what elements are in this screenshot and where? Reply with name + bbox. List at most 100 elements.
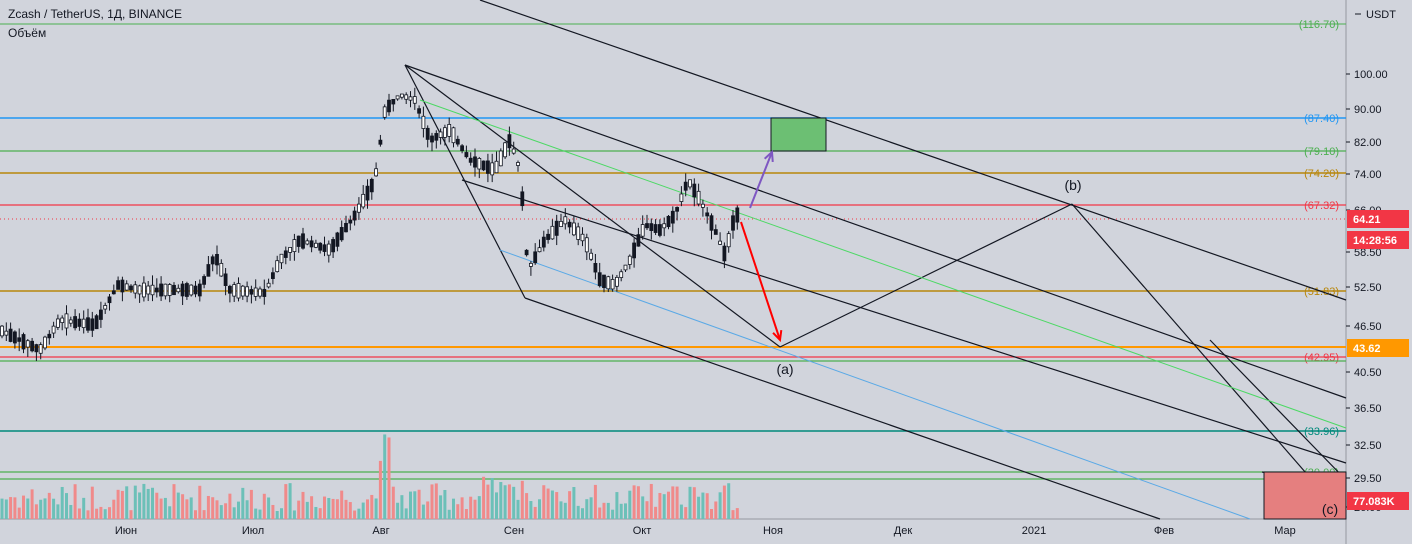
volume-bar (224, 503, 228, 519)
time-tick-label: Дек (894, 525, 913, 537)
volume-bar (292, 510, 296, 519)
volume-bar (581, 508, 584, 519)
volume-bar (585, 499, 589, 519)
price-tick-label: 40.50 (1354, 367, 1382, 379)
candle-body (288, 246, 293, 253)
level-label: (79.10) (1304, 146, 1339, 158)
candle-body (619, 271, 624, 278)
candle-body (662, 223, 667, 229)
volume-bar (426, 501, 430, 519)
volume-bar (280, 508, 283, 519)
candle-body (537, 247, 542, 253)
candle-body (150, 284, 155, 296)
volume-bar (658, 492, 662, 519)
candle-body (490, 162, 495, 176)
candle-body (636, 234, 641, 247)
candle-body (47, 333, 52, 339)
candle-body (331, 239, 336, 253)
volume-bar (77, 508, 81, 519)
candle-body (688, 179, 692, 188)
volume-bar (692, 487, 696, 519)
candle-body (219, 262, 224, 277)
volume-bar (538, 499, 541, 519)
candle-body (352, 210, 357, 221)
volume-bar (727, 483, 731, 519)
volume-bar (400, 495, 404, 519)
volume-bar (430, 484, 434, 519)
candle-body (498, 150, 503, 167)
volume-bar (82, 497, 86, 519)
candle-body (658, 224, 662, 236)
candle-body (550, 225, 555, 240)
candle-body (163, 283, 168, 297)
time-tick-label: Июл (242, 525, 264, 537)
down-arrow (740, 221, 781, 341)
candle-body (12, 331, 17, 344)
candle-body (593, 263, 598, 273)
candle-body (623, 264, 628, 271)
candle-body (17, 337, 22, 342)
level-label: (74.20) (1304, 168, 1339, 180)
wave-label-c: (c) (1322, 501, 1338, 517)
channel-line (524, 297, 1161, 520)
volume-indicator-label[interactable]: Объём (8, 26, 47, 40)
symbol-title[interactable]: Zcash / TetherUS, 1Д, BINANCE (8, 7, 182, 21)
volume-bar (69, 504, 73, 519)
volume-bar (722, 485, 726, 519)
volume-bar (17, 507, 21, 519)
channel-line (1071, 203, 1347, 520)
candle-body (670, 210, 675, 224)
candle-body (111, 290, 116, 295)
volume-bar (125, 486, 129, 519)
volume-bar (383, 434, 387, 519)
candle-body (206, 264, 211, 277)
level-label: (87.40) (1304, 113, 1339, 125)
price-tick-label: 100.00 (1354, 69, 1388, 81)
candle-body (193, 285, 198, 295)
candle-body (701, 203, 705, 208)
candle-body (559, 220, 563, 228)
candles-group (0, 87, 740, 362)
candle-body (133, 284, 138, 294)
volume-bar (241, 487, 245, 519)
volume-bar (163, 497, 167, 519)
candle-body (709, 215, 714, 231)
volume-bar (271, 504, 275, 519)
candle-body (73, 316, 77, 329)
candle-body (202, 276, 207, 285)
candle-body (404, 94, 409, 100)
volume-bar (138, 492, 142, 519)
candle-body (309, 240, 314, 248)
candle-body (116, 280, 120, 290)
volume-bar (649, 483, 653, 519)
volume-bar (546, 488, 550, 519)
last-price-badge: 64.21 (1353, 214, 1381, 226)
candle-body (335, 232, 340, 247)
volume-bar (335, 499, 339, 519)
candle-body (731, 215, 735, 231)
volume-bar (366, 499, 369, 519)
volume-bar (254, 508, 258, 519)
candle-body (473, 156, 477, 168)
candle-body (77, 318, 82, 327)
volume-bar (602, 502, 606, 519)
candle-body (408, 96, 413, 101)
volume-bar (490, 478, 494, 519)
volume-bar (116, 489, 120, 519)
candle-body (387, 99, 391, 113)
volume-bar (344, 499, 348, 519)
candle-body (705, 212, 710, 217)
volume-bar (675, 486, 679, 519)
volume-bar (314, 506, 318, 519)
volume-bar (550, 490, 554, 519)
volume-bar (507, 484, 511, 519)
price-axis-bg (1346, 0, 1412, 544)
candle-body (301, 233, 305, 249)
candle-body (511, 148, 516, 154)
volume-bar (495, 492, 498, 519)
volume-bar (421, 504, 425, 519)
candle-body (86, 317, 90, 331)
candle-body (107, 296, 112, 304)
volume-bar (22, 495, 25, 519)
